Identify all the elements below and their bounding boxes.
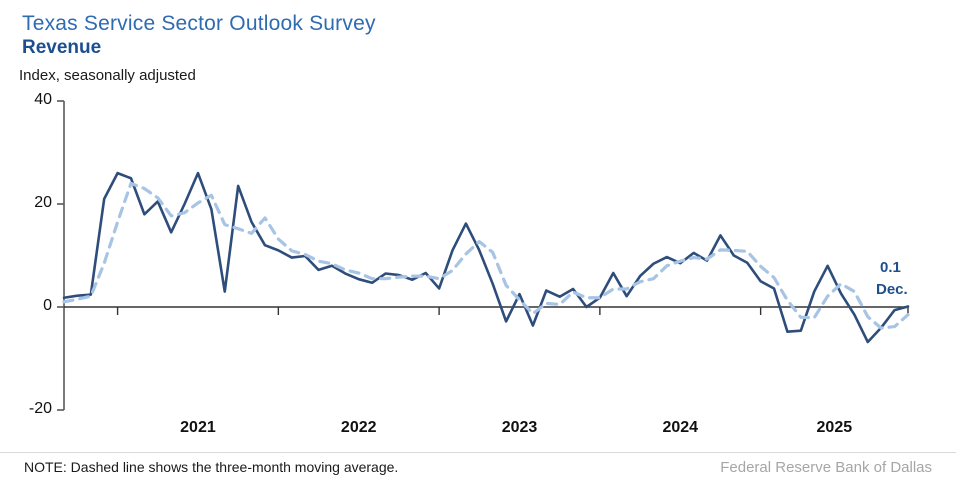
x-axis-tick-label: 2022	[340, 419, 377, 436]
x-axis-tick-label: 2021	[180, 419, 216, 436]
chart-units-label: Index, seasonally adjusted	[19, 67, 196, 84]
y-axis-tick-label: 0	[43, 297, 52, 314]
last-period-annotation: Dec.	[876, 281, 908, 298]
source-credit: Federal Reserve Bank of Dallas	[720, 459, 932, 476]
page-title: Texas Service Sector Outlook Survey	[22, 12, 376, 35]
y-axis-tick-label: 20	[34, 194, 52, 211]
y-axis-tick-label: 40	[34, 91, 52, 108]
chart-note: NOTE: Dashed line shows the three-month …	[24, 459, 399, 475]
x-axis-tick-label: 2025	[816, 419, 853, 436]
last-value-annotation: 0.1	[880, 259, 901, 276]
y-axis-tick-label: -20	[28, 400, 52, 417]
x-axis-tick-label: 2023	[501, 419, 538, 436]
x-axis-tick-label: 2024	[662, 419, 699, 436]
footer-divider	[0, 452, 956, 453]
series-moving-average	[62, 181, 910, 330]
series-revenue-index	[62, 171, 910, 344]
chart-subtitle: Revenue	[22, 37, 102, 58]
